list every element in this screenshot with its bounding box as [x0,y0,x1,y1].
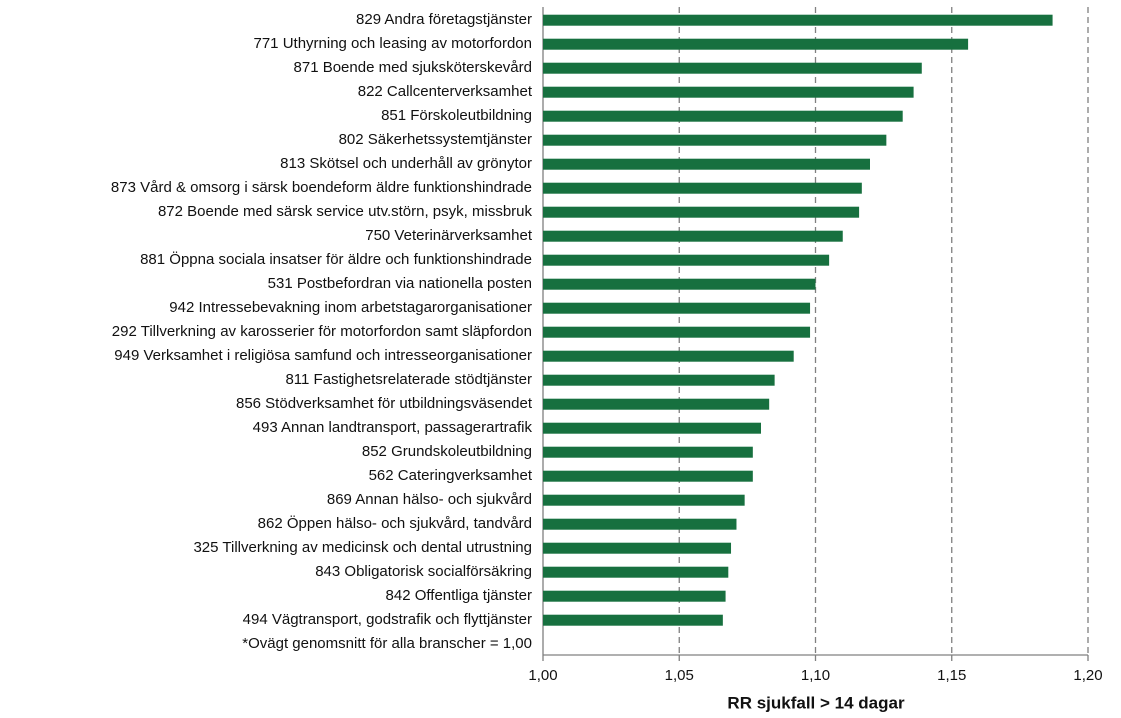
bar [543,278,816,290]
y-tick-label: 843 Obligatorisk socialförsäkring [315,563,532,580]
y-tick-label: 813 Skötsel och underhåll av grönytor [280,155,532,172]
bar [543,614,723,626]
bar [543,230,843,242]
y-tick-label: 852 Grundskoleutbildning [362,443,532,460]
x-tick-label: 1,10 [801,667,830,684]
x-axis-title: RR sjukfall > 14 dagar [727,693,905,712]
bar [543,398,770,410]
bar [543,422,761,434]
y-tick-label: 862 Öppen hälso- och sjukvård, tandvård [258,514,532,532]
y-tick-label: *Ovägt genomsnitt för alla branscher = 1… [242,635,532,652]
x-tick-label: 1,05 [665,667,694,684]
y-tick-label: 562 Cateringverksamhet [369,467,533,484]
bar [543,566,729,578]
bar [543,494,745,506]
bar [543,302,811,314]
y-tick-label: 493 Annan landtransport, passagerartrafi… [253,419,533,436]
bar [543,518,737,530]
y-tick-label: 856 Stödverksamhet för utbildningsväsend… [236,395,533,412]
bar [543,134,887,146]
y-tick-label: 829 Andra företagstjänster [356,11,532,28]
bar [543,110,903,122]
bar [543,590,726,602]
y-tick-label: 942 Intressebevakning inom arbetstagaror… [169,299,532,316]
bar [543,326,811,338]
bar [543,62,922,74]
y-tick-label: 822 Callcenterverksamhet [358,83,533,100]
y-tick-label: 750 Veterinärverksamhet [365,227,533,244]
y-tick-label: 531 Postbefordran via nationella posten [268,275,532,292]
bar [543,446,753,458]
bar [543,38,969,50]
bar [543,158,870,170]
y-tick-label: 811 Fastighetsrelaterade stödtjänster [285,371,532,388]
y-tick-label: 949 Verksamhet i religiösa samfund och i… [114,347,532,364]
y-tick-label: 881 Öppna sociala insatser för äldre och… [140,250,532,268]
y-tick-label: 802 Säkerhetssystemtjänster [339,131,532,148]
y-tick-label: 871 Boende med sjuksköterskevård [294,59,532,76]
bar [543,542,732,554]
bar [543,374,775,386]
y-tick-label: 292 Tillverkning av karosserier för moto… [112,323,532,340]
x-tick-label: 1,15 [937,667,966,684]
bar [543,350,794,362]
x-tick-label: 1,00 [528,667,557,684]
y-tick-label: 872 Boende med särsk service utv.störn, … [158,203,533,220]
x-tick-label: 1,20 [1073,667,1102,684]
y-tick-label: 771 Uthyrning och leasing av motorfordon [254,35,533,52]
bar [543,470,753,482]
bar [543,14,1053,26]
y-tick-label: 873 Vård & omsorg i särsk boendeform äld… [111,179,532,196]
y-tick-label: 842 Offentliga tjänster [386,587,532,604]
bar [543,86,914,98]
bar [543,182,862,194]
y-tick-label: 869 Annan hälso- och sjukvård [327,491,532,508]
y-tick-label: 494 Vägtransport, godstrafik och flyttjä… [243,611,532,628]
y-tick-label: 851 Förskoleutbildning [381,107,532,124]
bar [543,206,860,218]
bar [543,254,830,266]
y-tick-label: 325 Tillverkning av medicinsk och dental… [193,539,532,556]
